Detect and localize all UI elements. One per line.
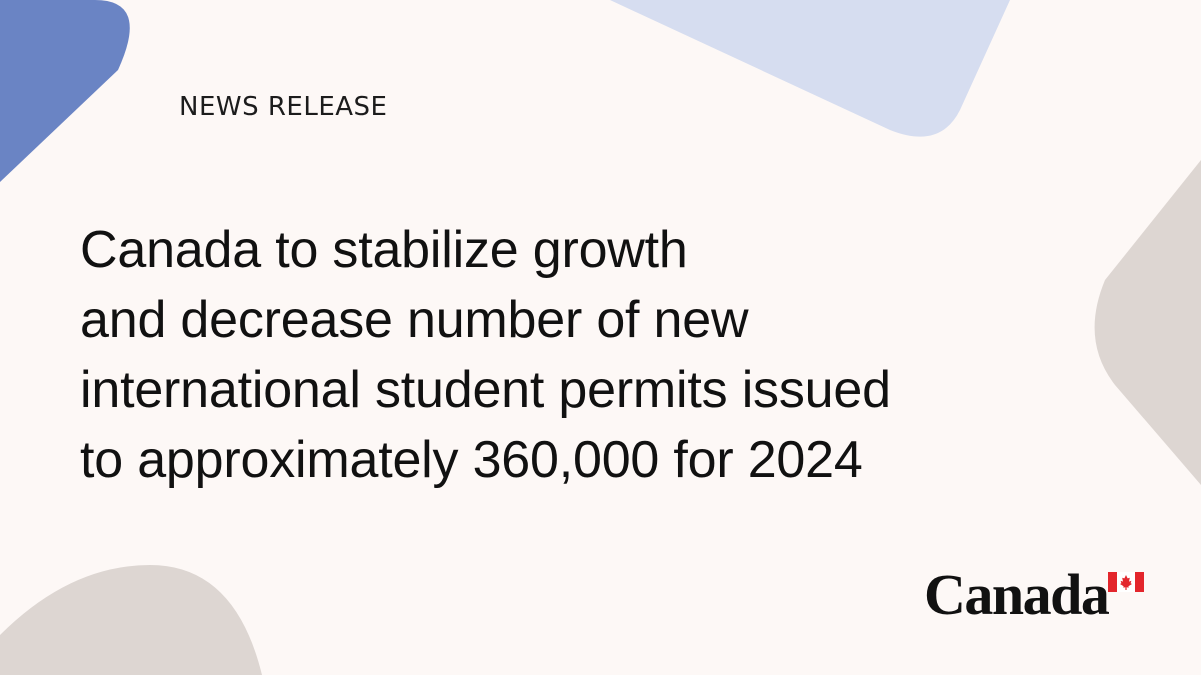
light-blue-shape <box>610 0 1010 137</box>
headline-line: Canada to stabilize growth <box>80 221 688 279</box>
canada-flag-icon <box>1108 572 1144 592</box>
taupe-bottom-left-shape <box>0 565 262 675</box>
canada-wordmark: Canada <box>920 560 1150 630</box>
news-release-label: NEWS RELEASE <box>179 92 388 122</box>
blue-corner-shape <box>0 0 130 182</box>
taupe-right-shape <box>1094 160 1201 485</box>
headline-line: international student permits issued <box>80 361 891 419</box>
headline: Canada to stabilize growth and decrease … <box>80 215 1040 495</box>
headline-line: to approximately 360,000 for 2024 <box>80 431 863 489</box>
wordmark-text: Canada <box>924 562 1110 627</box>
headline-line: and decrease number of new <box>80 291 749 349</box>
